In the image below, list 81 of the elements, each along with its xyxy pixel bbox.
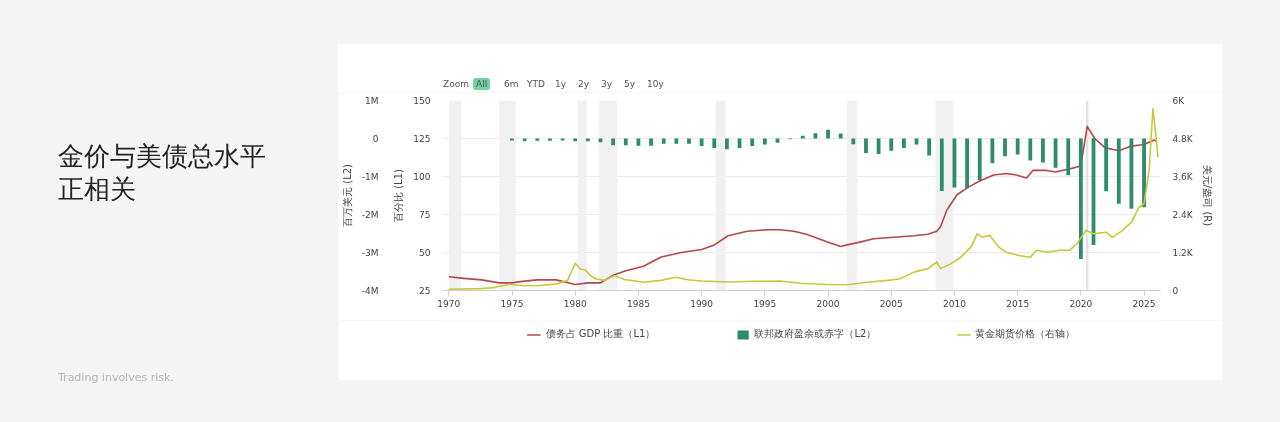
- text: 3y: [601, 78, 613, 90]
- bar: [889, 138, 894, 151]
- bar: [750, 138, 755, 147]
- y3-tick-label: 3.6K: [1172, 171, 1194, 182]
- bar: [800, 135, 805, 139]
- x-tick-label: 1995: [753, 298, 777, 309]
- bar: [826, 129, 830, 139]
- y3-axis-title: 美元/盎司 (R): [1201, 164, 1213, 227]
- bar: [1028, 138, 1033, 161]
- y3-tick-label: 0: [1172, 285, 1179, 296]
- x-tick-label: 1985: [626, 298, 650, 309]
- bar: [1015, 138, 1020, 155]
- text: 5y: [624, 78, 636, 90]
- bar: [725, 138, 729, 150]
- bar: [712, 138, 717, 148]
- y-tick-label: 150: [413, 96, 431, 106]
- y3-tick-label: 6K: [1172, 95, 1186, 106]
- y2-tick-label: -2M: [361, 209, 379, 220]
- y2-tick-label: 0: [372, 133, 379, 144]
- text: 10y: [647, 78, 664, 90]
- y-tick-label: 75: [419, 210, 431, 220]
- y2-tick-label: -4M: [361, 285, 379, 296]
- x-tick-label: 2025: [1132, 298, 1156, 309]
- bar: [1104, 138, 1109, 192]
- bar: [1041, 138, 1045, 163]
- bar: [611, 138, 616, 146]
- bar: [901, 138, 906, 148]
- bar: [1116, 138, 1121, 204]
- legend-label: 联邦政府盈余或赤字（L2）: [754, 327, 877, 341]
- x-tick-label: 2005: [879, 298, 903, 309]
- bar: [813, 133, 818, 139]
- text: 6m: [504, 78, 519, 90]
- y3-tick-label: 1.2K: [1172, 247, 1194, 258]
- y-tick-label: 25: [419, 286, 431, 296]
- bar: [699, 138, 704, 147]
- bar: [864, 138, 868, 153]
- bar: [939, 138, 944, 191]
- text: 1y: [555, 78, 567, 90]
- y2-tick-label: 1M: [365, 95, 379, 106]
- bar: [851, 138, 856, 145]
- y-tick-label: 125: [413, 134, 431, 144]
- y3-tick-label: 2.4K: [1172, 209, 1194, 220]
- y-tick-label: 100: [413, 172, 431, 182]
- y-tick-label: 50: [419, 248, 431, 258]
- bar: [674, 138, 679, 144]
- bar: [1003, 138, 1007, 157]
- x-tick-label: 1970: [437, 298, 461, 309]
- bar: [1066, 138, 1071, 176]
- x-tick-label: 2010: [943, 298, 967, 309]
- x-tick-label: 2000: [816, 298, 840, 309]
- y2-tick-label: -3M: [361, 247, 379, 258]
- text: Trading involves risk.: [58, 370, 174, 386]
- y3-tick-label: 4.8K: [1172, 133, 1194, 144]
- y-axis-title: 百分比 (L1): [393, 168, 405, 222]
- bar: [687, 138, 691, 144]
- bar: [876, 138, 881, 155]
- bar: [661, 138, 666, 144]
- bar: [838, 133, 843, 139]
- x-tick-label: 2015: [1006, 298, 1030, 309]
- text: Zoom: [443, 78, 469, 90]
- x-tick-label: 1980: [563, 298, 587, 309]
- bar: [762, 138, 767, 145]
- bar: [927, 138, 932, 156]
- bar: [1078, 138, 1083, 259]
- bar: [965, 138, 969, 189]
- x-tick-label: 1975: [500, 298, 524, 309]
- legend-label: 黄金期货价格（右轴）: [975, 327, 1076, 341]
- bar: [649, 138, 653, 146]
- text: 2y: [578, 78, 590, 90]
- x-tick-label: 1990: [690, 298, 714, 309]
- text: All: [473, 78, 491, 90]
- x-tick-label: 2020: [1069, 298, 1093, 309]
- y2-axis-title: 百万美元 (L2): [341, 163, 353, 227]
- bar: [990, 138, 995, 164]
- text: 金价与美债总水平正相关: [58, 140, 267, 206]
- bar: [977, 138, 982, 180]
- bar: [1142, 138, 1146, 208]
- text: YTD: [527, 78, 545, 90]
- y2-tick-label: -1M: [361, 171, 379, 182]
- bar: [623, 138, 628, 146]
- legend-label: 债务占 GDP 比重（L1）: [545, 327, 656, 341]
